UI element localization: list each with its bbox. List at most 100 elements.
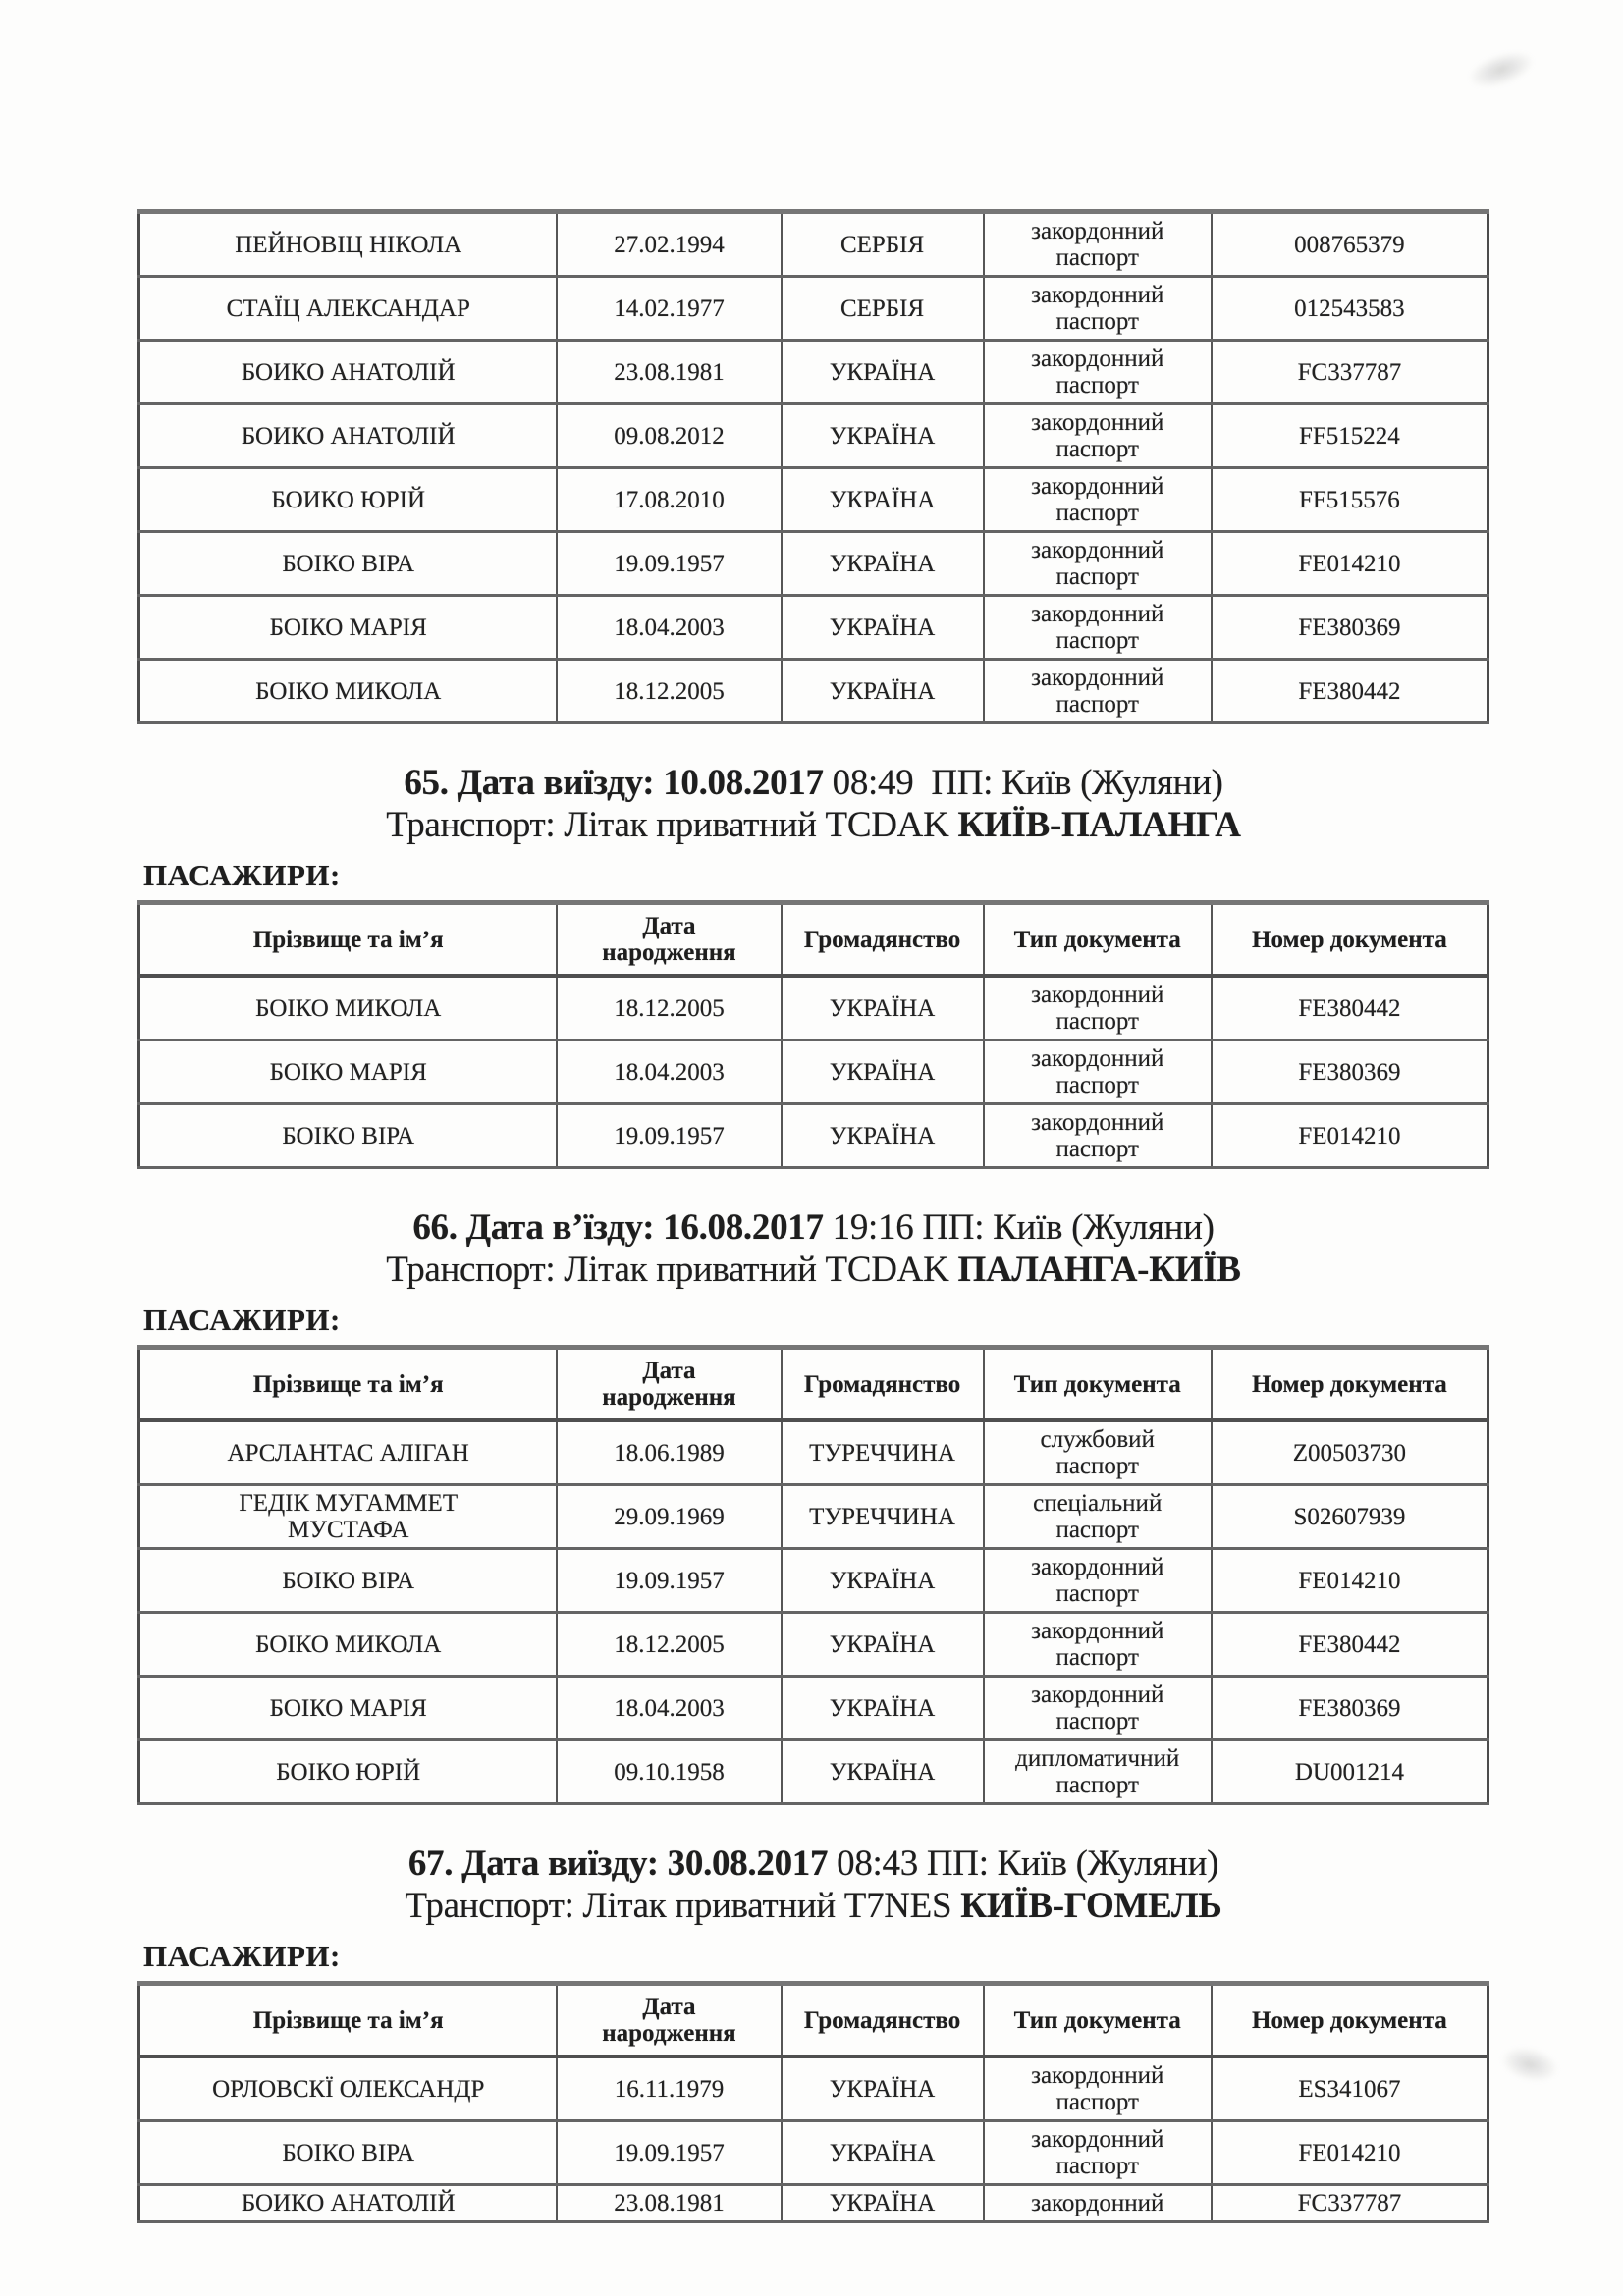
trip-date-heading: 67. Дата виїзду: 30.08.2017 08:43 ПП: Ки… bbox=[137, 1842, 1489, 1927]
cell-doc_number: FE380369 bbox=[1210, 1675, 1489, 1741]
cell-dob: 23.08.1981 bbox=[556, 339, 783, 405]
cell-doc_type: закордонний паспорт bbox=[982, 530, 1213, 597]
table-row: ГЕДІК МУГАММЕТ МУСТАФА 29.09.1969 ТУРЕЧЧИН… bbox=[137, 1483, 1489, 1550]
cell-citizenship: УКРАЇНА bbox=[780, 1738, 985, 1805]
column-header: Прізвище та ім’я bbox=[137, 901, 559, 978]
passengers-label: ПАСАЖИРИ: bbox=[143, 1303, 341, 1337]
passenger-table-continuation: ПЕЙНОВІЦ НІКОЛА 27.02.1994 СЕРБІЯ закордонн… bbox=[137, 209, 1489, 724]
column-header: Номер документа bbox=[1210, 1346, 1489, 1422]
cell-citizenship: УКРАЇНА bbox=[780, 339, 985, 405]
cell-name: БОИКО АНАТОЛІЙ bbox=[137, 2183, 559, 2223]
cell-name: БОИКО АНАТОЛІЙ bbox=[137, 339, 559, 405]
cell-doc_number: Z00503730 bbox=[1210, 1418, 1489, 1486]
cell-doc_number: FF515576 bbox=[1210, 466, 1489, 533]
cell-doc_type: закордонний паспорт bbox=[982, 402, 1213, 469]
cell-dob: 16.11.1979 bbox=[556, 2055, 783, 2122]
trip-date-bold: 66. Дата в’їзду: 16.08.2017 bbox=[412, 1207, 824, 1248]
cell-doc_number: FE380442 bbox=[1210, 1611, 1489, 1678]
cell-doc_type: дипломатичний паспорт bbox=[982, 1738, 1213, 1805]
transport-prefix: Транспорт: Літак приватний TCDAK bbox=[386, 1250, 949, 1290]
cell-citizenship: СЕРБІЯ bbox=[780, 275, 985, 342]
cell-doc_number: FE014210 bbox=[1210, 530, 1489, 597]
cell-name: БОІКО МАРІЯ bbox=[137, 594, 559, 661]
trip-date-bold: 67. Дата виїзду: 30.08.2017 bbox=[407, 1843, 829, 1884]
table-header: Прізвище та ім’я Дата народження Громадянс… bbox=[137, 901, 1489, 978]
trip-date-rest: 08:43 ПП: Київ (Жуляни) bbox=[837, 1843, 1219, 1884]
cell-doc_type: закордонний паспорт bbox=[982, 2055, 1213, 2122]
table-header: Прізвище та ім’я Дата народження Громадянс… bbox=[137, 1982, 1489, 2058]
cell-name: БОІКО МАРІЯ bbox=[137, 1039, 559, 1105]
cell-dob: 29.09.1969 bbox=[556, 1483, 783, 1550]
cell-doc_type: закордонний паспорт bbox=[982, 1102, 1213, 1169]
cell-dob: 27.02.1994 bbox=[556, 210, 783, 278]
cell-doc_number: FC337787 bbox=[1210, 339, 1489, 405]
trip-date-heading: 66. Дата в’їзду: 16.08.2017 19:16 ПП: Ки… bbox=[137, 1206, 1489, 1291]
transport-route: ПАЛАНГА-КИЇВ bbox=[957, 1250, 1241, 1290]
transport-prefix: Транспорт: Літак приватний T7NES bbox=[405, 1886, 952, 1926]
cell-citizenship: УКРАЇНА bbox=[780, 594, 985, 661]
cell-doc_type: закордонний паспорт bbox=[982, 210, 1213, 278]
cell-name: БОІКО ЮРІЙ bbox=[137, 1738, 559, 1805]
cell-dob: 18.04.2003 bbox=[556, 1675, 783, 1741]
cell-citizenship: УКРАЇНА bbox=[780, 1039, 985, 1105]
table-row: БОІКО ВІРА 19.09.1957 УКРАЇНА закордонний п… bbox=[137, 1547, 1489, 1614]
cell-dob: 18.12.2005 bbox=[556, 658, 783, 724]
table-header: Прізвище та ім’я Дата народження Громадянс… bbox=[137, 1346, 1489, 1422]
cell-doc_type: спеціальний паспорт bbox=[982, 1483, 1213, 1550]
cell-doc_type: закордонний паспорт bbox=[982, 1675, 1213, 1741]
cell-name: АРСЛАНТАС АЛІГАН bbox=[137, 1418, 559, 1486]
cell-doc_number: FE014210 bbox=[1210, 2119, 1489, 2186]
cell-name: БОИКО АНАТОЛІЙ bbox=[137, 402, 559, 469]
cell-doc_number: DU001214 bbox=[1210, 1738, 1489, 1805]
cell-citizenship: УКРАЇНА bbox=[780, 1547, 985, 1614]
trip-section-67: 67. Дата виїзду: 30.08.2017 08:43 ПП: Ки… bbox=[137, 1842, 1489, 2223]
cell-citizenship: УКРАЇНА bbox=[780, 402, 985, 469]
cell-doc_type: закордонний паспорт bbox=[982, 594, 1213, 661]
table-row: БОІКО ВІРА 19.09.1957 УКРАЇНА закордонний п… bbox=[137, 2119, 1489, 2186]
cell-dob: 14.02.1977 bbox=[556, 275, 783, 342]
cell-citizenship: УКРАЇНА bbox=[780, 2183, 985, 2223]
table-row: БОИКО ЮРІЙ 17.08.2010 УКРАЇНА закордонний п… bbox=[137, 466, 1489, 533]
passenger-table-65: Прізвище та ім’я Дата народження Громадянс… bbox=[137, 900, 1489, 1169]
transport-route: КИЇВ-ГОМЕЛЬ bbox=[960, 1886, 1222, 1926]
cell-citizenship: УКРАЇНА bbox=[780, 1102, 985, 1169]
cell-citizenship: УКРАЇНА bbox=[780, 2119, 985, 2186]
scan-smudge-right-edge bbox=[1496, 2041, 1563, 2088]
cell-name: ПЕЙНОВІЦ НІКОЛА bbox=[137, 210, 559, 278]
passenger-table-67: Прізвище та ім’я Дата народження Громадянс… bbox=[137, 1981, 1489, 2223]
table-row: ПЕЙНОВІЦ НІКОЛА 27.02.1994 СЕРБІЯ закордонн… bbox=[137, 210, 1489, 278]
table-body: ПЕЙНОВІЦ НІКОЛА 27.02.1994 СЕРБІЯ закордонн… bbox=[137, 210, 1489, 724]
column-header: Номер документа bbox=[1210, 1982, 1489, 2058]
cell-doc_number: FE380369 bbox=[1210, 1039, 1489, 1105]
cell-doc_type: закордонний паспорт bbox=[982, 339, 1213, 405]
cell-name: СТАЇЦ АЛЕКСАНДАР bbox=[137, 275, 559, 342]
cell-dob: 19.09.1957 bbox=[556, 1547, 783, 1614]
table-body: АРСЛАНТАС АЛІГАН 18.06.1989 ТУРЕЧЧИНА служб… bbox=[137, 1418, 1489, 1805]
column-header: Тип документа bbox=[982, 1346, 1213, 1422]
table-row: БОІКО МИКОЛА 18.12.2005 УКРАЇНА закордонний… bbox=[137, 1611, 1489, 1678]
cell-citizenship: УКРАЇНА bbox=[780, 466, 985, 533]
cell-dob: 18.04.2003 bbox=[556, 594, 783, 661]
trip-section-66: 66. Дата в’їзду: 16.08.2017 19:16 ПП: Ки… bbox=[137, 1206, 1489, 1805]
trip-date-heading: 65. Дата виїзду: 10.08.2017 08:49 ПП: Ки… bbox=[137, 762, 1489, 846]
table-row: БОІКО МИКОЛА 18.12.2005 УКРАЇНА закордонний… bbox=[137, 658, 1489, 724]
table-row: БОІКО МИКОЛА 18.12.2005 УКРАЇНА закордонний… bbox=[137, 974, 1489, 1041]
header-row: Прізвище та ім’я Дата народження Громадянс… bbox=[137, 1982, 1489, 2058]
cell-doc_number: ES341067 bbox=[1210, 2055, 1489, 2122]
cell-doc_type: закордонний паспорт bbox=[982, 1039, 1213, 1105]
cell-dob: 18.12.2005 bbox=[556, 974, 783, 1041]
column-header: Прізвище та ім’я bbox=[137, 1982, 559, 2058]
cell-doc_type: службовий паспорт bbox=[982, 1418, 1213, 1486]
cell-citizenship: УКРАЇНА bbox=[780, 1611, 985, 1678]
cell-citizenship: СЕРБІЯ bbox=[780, 210, 985, 278]
column-header: Дата народження bbox=[556, 1982, 783, 2058]
cell-name: БОІКО ВІРА bbox=[137, 1102, 559, 1169]
cell-name: БОІКО МИКОЛА bbox=[137, 974, 559, 1041]
column-header: Громадянство bbox=[780, 1346, 985, 1422]
cell-doc_number: FF515224 bbox=[1210, 402, 1489, 469]
cell-doc_number: FC337787 bbox=[1210, 2183, 1489, 2223]
table-row: БОІКО МАРІЯ 18.04.2003 УКРАЇНА закордонний … bbox=[137, 1039, 1489, 1105]
table-row: БОІКО МАРІЯ 18.04.2003 УКРАЇНА закордонний … bbox=[137, 1675, 1489, 1741]
table-body: ОРЛОВСКЇ ОЛЕКСАНДР 16.11.1979 УКРАЇНА закор… bbox=[137, 2055, 1489, 2223]
